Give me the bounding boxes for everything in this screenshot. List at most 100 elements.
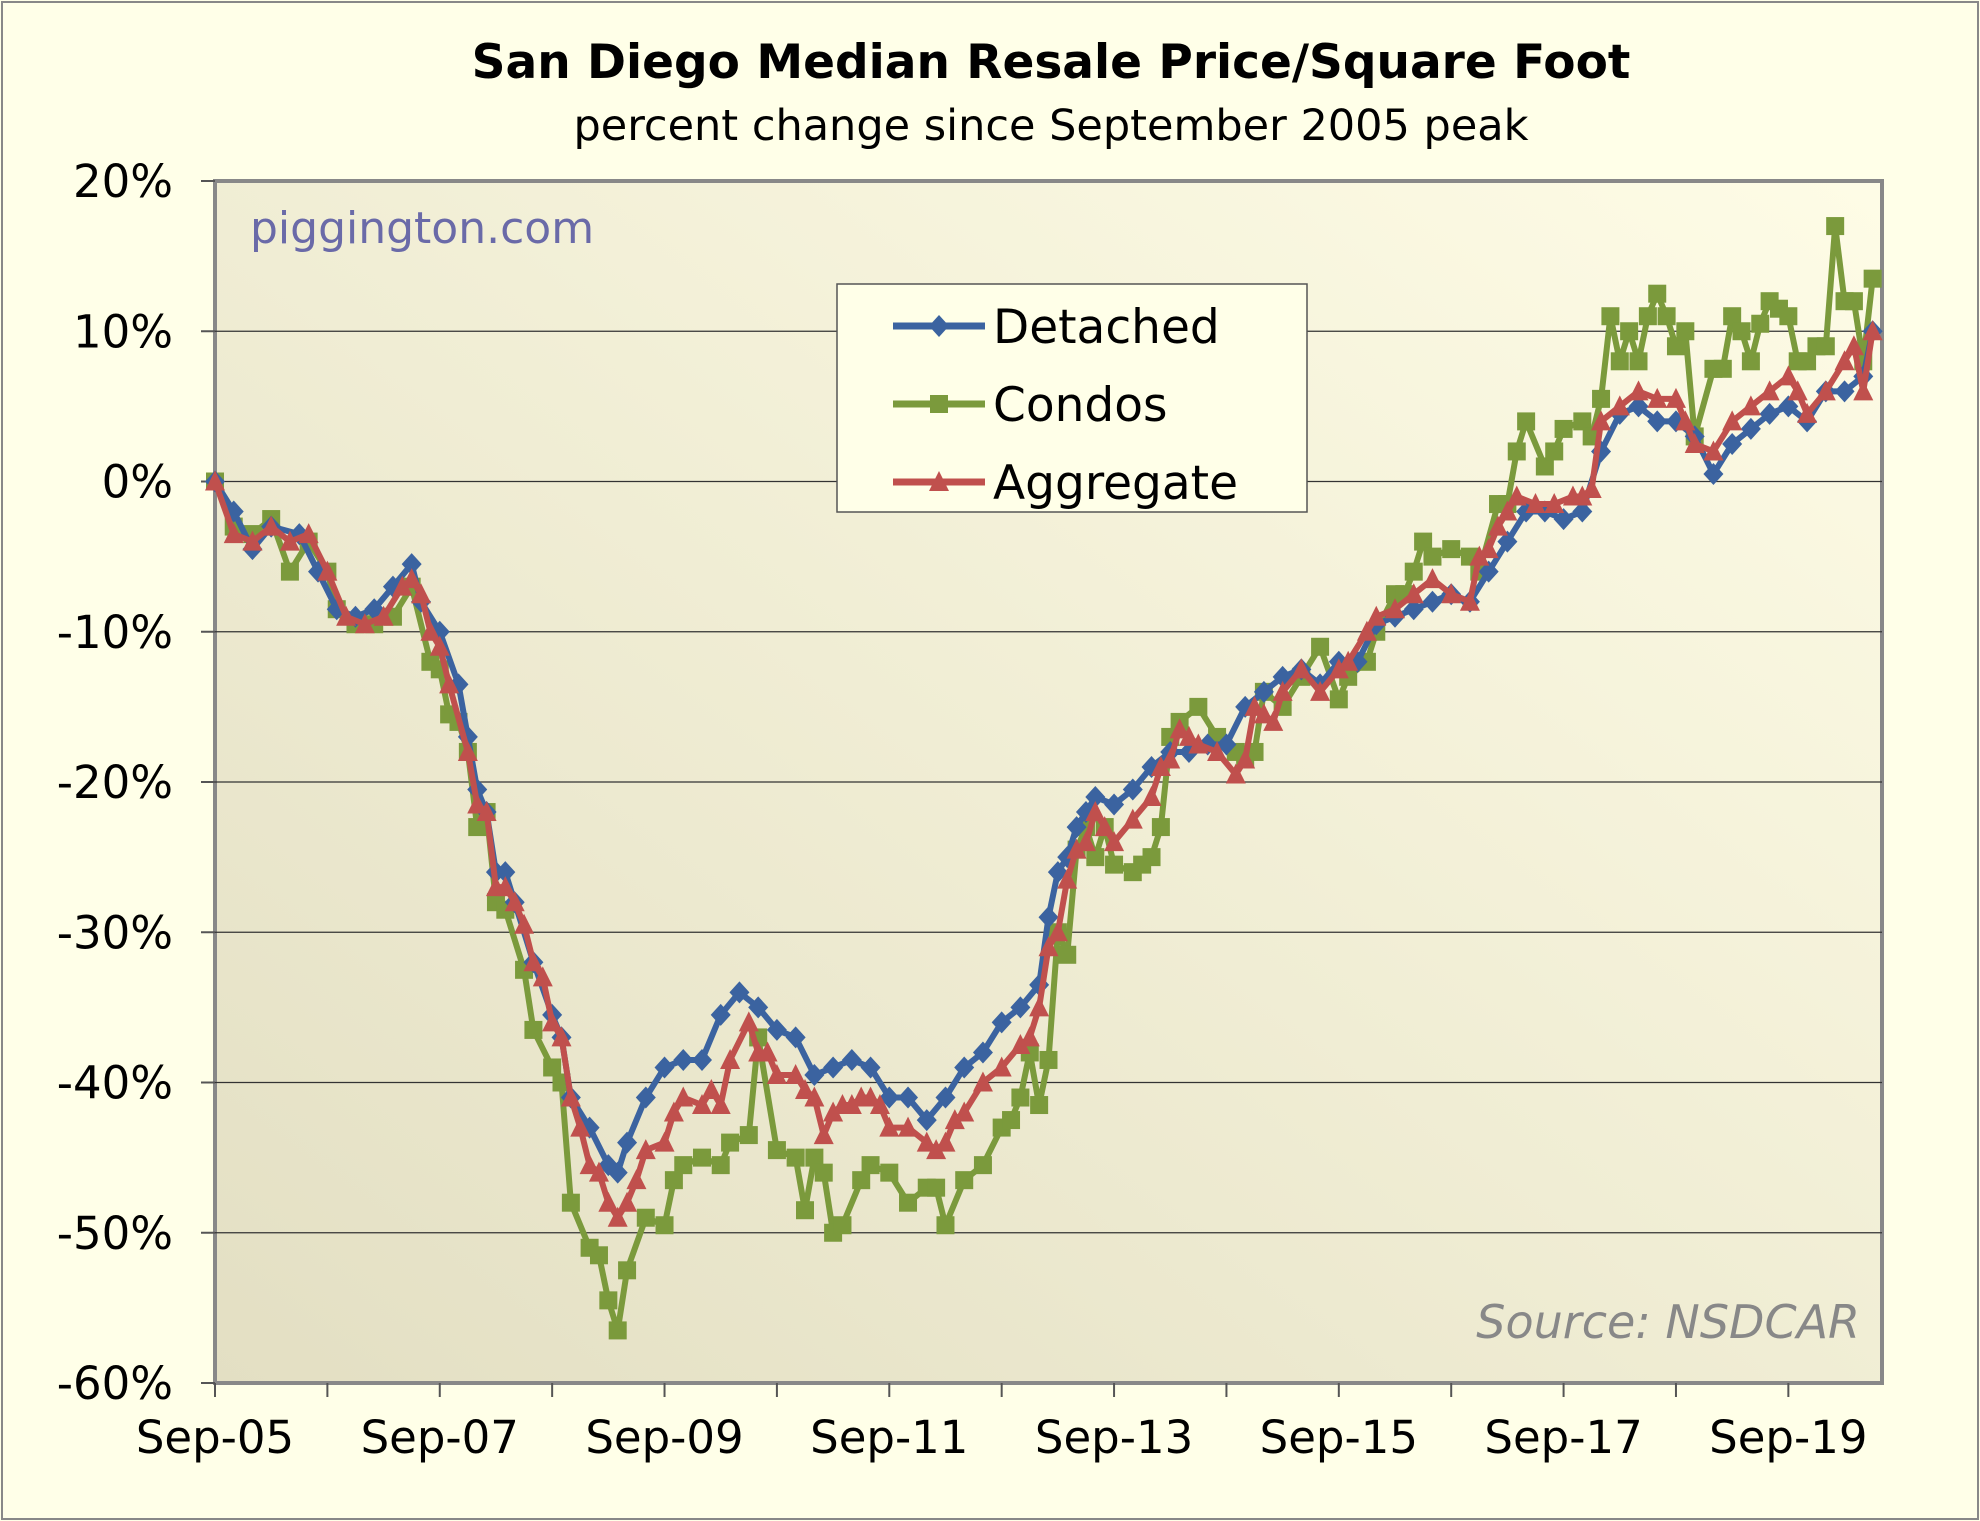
data-point-condos (1620, 322, 1639, 341)
data-point-condos (1442, 540, 1461, 559)
data-point-detached (1253, 680, 1274, 703)
data-point-aggregate (1066, 838, 1087, 859)
data-point-aggregate (1178, 725, 1199, 746)
data-point-detached (916, 1109, 937, 1132)
data-point-detached (1122, 778, 1143, 801)
data-point-condos (721, 1133, 740, 1152)
data-point-detached (785, 1026, 806, 1049)
data-point-aggregate (439, 673, 460, 694)
data-point-aggregate (954, 1101, 975, 1122)
watermark: piggington.com (250, 203, 594, 254)
data-point-condos (1798, 352, 1817, 371)
data-point-aggregate (1441, 583, 1462, 604)
data-point-condos (1573, 412, 1592, 431)
data-point-condos (955, 1171, 974, 1190)
data-point-condos (1666, 337, 1685, 356)
data-point-detached (1740, 417, 1761, 440)
data-point-condos (814, 1163, 833, 1182)
data-point-aggregate (1497, 500, 1518, 521)
y-tick-label: -20% (57, 756, 173, 809)
data-point-condos (1863, 269, 1882, 288)
data-point-aggregate (766, 1063, 787, 1084)
data-point-condos (1086, 848, 1105, 867)
data-point-aggregate (617, 1191, 638, 1212)
data-point-aggregate (1488, 515, 1509, 536)
data-point-condos (524, 1020, 543, 1039)
data-point-condos (618, 1261, 637, 1280)
data-point-aggregate (1244, 695, 1265, 716)
data-point-aggregate (467, 793, 488, 814)
y-tick-label: -60% (57, 1357, 173, 1410)
data-point-condos (655, 1216, 674, 1235)
data-point-aggregate (841, 1094, 862, 1115)
data-point-detached (1778, 395, 1799, 418)
data-point-condos (1741, 352, 1760, 371)
data-point-condos (1189, 697, 1208, 716)
data-point-condos (1545, 442, 1564, 461)
data-point-aggregate (392, 575, 413, 596)
data-point-aggregate (1478, 538, 1499, 559)
data-point-aggregate (1010, 1033, 1031, 1054)
data-point-aggregate (785, 1063, 806, 1084)
data-point-aggregate (757, 1041, 778, 1062)
data-point-aggregate (1853, 380, 1874, 401)
data-point-condos (1657, 307, 1676, 326)
data-point-aggregate (1862, 320, 1883, 341)
data-point-detached (495, 861, 516, 884)
data-point-condos (1601, 307, 1620, 326)
data-point-aggregate (504, 891, 525, 912)
data-point-aggregate (579, 1154, 600, 1175)
data-point-aggregate (1778, 365, 1799, 386)
data-point-condos (1751, 314, 1770, 333)
data-point-aggregate (1356, 620, 1377, 641)
data-point-aggregate (1675, 410, 1696, 431)
data-point-aggregate (804, 1086, 825, 1107)
data-point-condos (1404, 562, 1423, 581)
data-point-aggregate (588, 1161, 609, 1182)
legend-marker-triangle-icon (929, 471, 949, 491)
data-point-aggregate (1075, 831, 1096, 852)
data-point-aggregate (795, 1079, 816, 1100)
data-point-aggregate (1787, 380, 1808, 401)
data-point-aggregate (944, 1109, 965, 1130)
data-point-detached (635, 1086, 656, 1109)
data-point-detached (972, 1041, 993, 1064)
data-point-condos (1610, 352, 1629, 371)
data-point-aggregate (1581, 478, 1602, 499)
data-point-condos (1105, 855, 1124, 874)
data-point-detached (1759, 402, 1780, 425)
data-point-condos (1011, 1088, 1030, 1107)
data-point-detached (860, 1056, 881, 1079)
data-point-condos (468, 818, 487, 837)
data-point-condos (1002, 1111, 1021, 1130)
data-point-condos (1507, 442, 1526, 461)
data-point-aggregate (1459, 590, 1480, 611)
data-point-aggregate (429, 635, 450, 656)
data-point-aggregate (401, 568, 422, 589)
data-point-aggregate (1843, 335, 1864, 356)
data-point-detached (729, 981, 750, 1004)
data-point-aggregate (691, 1094, 712, 1115)
data-point-aggregate (1094, 816, 1115, 837)
data-point-detached (1010, 996, 1031, 1019)
data-point-aggregate (223, 523, 244, 544)
data-point-aggregate (1141, 786, 1162, 807)
data-point-aggregate (1104, 831, 1125, 852)
data-point-aggregate (242, 530, 263, 551)
data-point-condos (1638, 307, 1657, 326)
data-point-aggregate (261, 515, 282, 536)
data-point-condos (1826, 217, 1845, 236)
x-tick-label: Sep-09 (585, 1411, 743, 1464)
data-point-aggregate (551, 1026, 572, 1047)
data-point-aggregate (542, 1011, 563, 1032)
x-tick-label: Sep-13 (1035, 1411, 1193, 1464)
data-point-aggregate (1506, 485, 1527, 506)
data-point-detached (823, 1056, 844, 1079)
data-point-condos (1151, 818, 1170, 837)
data-point-aggregate (663, 1101, 684, 1122)
data-point-aggregate (1703, 440, 1724, 461)
data-point-condos (1648, 284, 1667, 303)
data-point-aggregate (476, 801, 497, 822)
data-point-condos (561, 1193, 580, 1212)
data-point-condos (936, 1216, 955, 1235)
